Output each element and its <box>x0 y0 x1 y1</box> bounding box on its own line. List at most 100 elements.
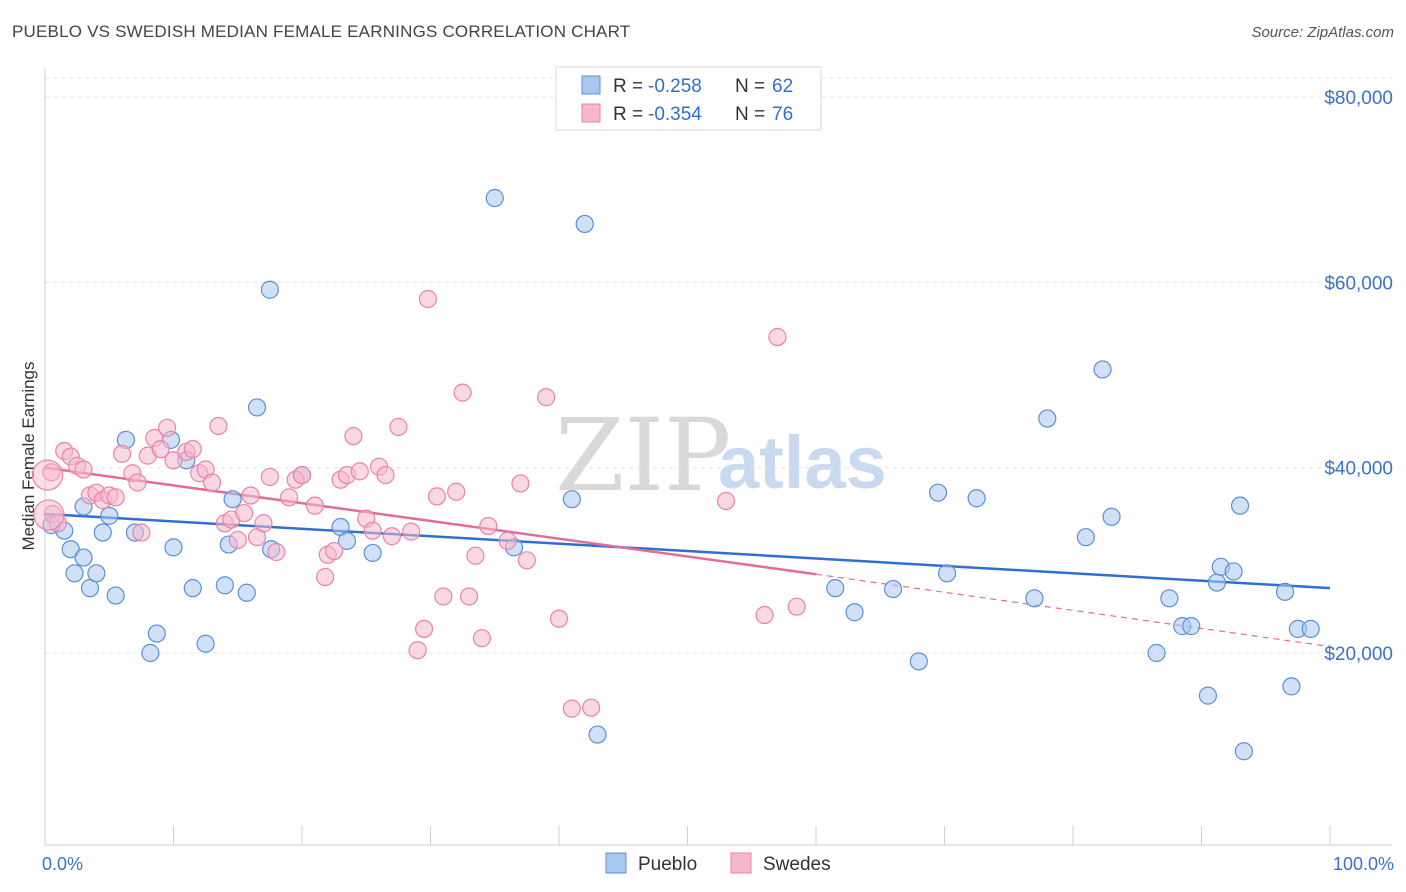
pueblo-point <box>1207 573 1227 592</box>
pueblo-point <box>237 583 256 602</box>
x-tick-label-max: 100.0% <box>1333 854 1394 874</box>
pueblo-point <box>1093 360 1112 379</box>
pueblo-point <box>1182 617 1201 636</box>
pueblo-point <box>141 643 160 663</box>
pueblo-point <box>967 489 986 508</box>
swedes-point <box>183 440 202 459</box>
swedes-point <box>42 463 61 482</box>
bottom-legend-label: Pueblo <box>638 854 697 875</box>
pueblo-point <box>363 543 382 563</box>
swedes-point <box>132 523 151 542</box>
y-tick-label: $60,000 <box>1324 273 1393 294</box>
swedes-point <box>241 486 260 505</box>
swedes-point <box>106 488 125 507</box>
bottom-legend-swatch <box>605 852 627 874</box>
pueblo-point <box>928 483 948 502</box>
swedes-point <box>755 605 774 625</box>
swedes-point <box>376 465 395 485</box>
swedes-point <box>479 516 498 536</box>
legend-n-label: N = <box>735 76 765 97</box>
swedes-point <box>414 619 434 639</box>
pueblo-point <box>1275 582 1295 601</box>
swedes-point <box>202 473 222 492</box>
pueblo-point <box>1076 528 1095 547</box>
swedes-point <box>582 698 601 717</box>
pueblo-point <box>1147 643 1166 663</box>
swedes-point <box>517 551 536 570</box>
pueblo-point <box>1198 686 1218 705</box>
pueblo-point <box>215 576 234 595</box>
pueblo-point <box>65 564 84 583</box>
pueblo-point <box>260 280 279 299</box>
swedes-point <box>157 418 177 437</box>
swedes-point <box>254 514 273 533</box>
legend-n-value: 62 <box>772 76 793 97</box>
swedes-point <box>453 383 472 402</box>
bottom-legend-swatch <box>730 852 752 874</box>
pueblo-point <box>183 579 202 598</box>
pueblo-point <box>147 624 166 643</box>
pueblo-point <box>1025 589 1044 608</box>
swedes-point <box>363 521 382 540</box>
pueblo-point <box>1301 619 1320 639</box>
y-tick-label: $40,000 <box>1324 459 1393 480</box>
swedes-point <box>434 587 453 606</box>
swedes-point <box>498 531 517 550</box>
swedes-point <box>305 496 324 515</box>
pueblo-point <box>106 586 125 605</box>
swedes-point <box>228 530 247 550</box>
pueblo-point <box>588 725 607 744</box>
legend-swatch <box>581 103 601 123</box>
watermark-atlas: atlas <box>718 421 887 504</box>
swedes-point <box>459 587 479 606</box>
swedes-point <box>151 440 170 459</box>
pueblo-point <box>1224 562 1243 581</box>
pueblo-point <box>196 634 215 653</box>
pueblo-point <box>485 188 504 208</box>
swedes-point <box>511 474 530 493</box>
swedes-point <box>325 541 344 561</box>
y-tick-label: $80,000 <box>1324 88 1393 109</box>
legend-r-label: R = <box>613 104 643 125</box>
swedes-point <box>537 388 556 407</box>
swedes-point <box>472 629 491 648</box>
swedes-point <box>316 567 335 587</box>
pueblo-point <box>562 490 581 509</box>
swedes-trend-extension <box>815 573 1331 648</box>
pueblo-point <box>1038 409 1057 428</box>
swedes-point <box>787 597 806 616</box>
pueblo-point <box>883 579 903 599</box>
pueblo-point <box>164 538 183 557</box>
pueblo-point <box>74 548 93 567</box>
swedes-point <box>350 462 369 481</box>
swedes-point <box>716 491 736 511</box>
pueblo-point <box>223 490 242 509</box>
swedes-point <box>562 699 581 718</box>
swedes-point <box>768 327 787 347</box>
swedes-point <box>408 641 427 660</box>
watermark-zip: ZIP <box>555 397 731 514</box>
swedes-point <box>112 444 132 463</box>
swedes-point <box>164 451 183 470</box>
swedes-point <box>447 482 466 501</box>
swedes-point <box>427 487 447 506</box>
pueblo-point <box>826 579 845 598</box>
y-tick-label: $20,000 <box>1324 644 1393 665</box>
pueblo-point <box>1230 496 1250 515</box>
legend-r-value: -0.258 <box>648 76 702 97</box>
swedes-point <box>382 527 402 546</box>
swedes-point <box>402 522 421 541</box>
swedes-point-large <box>31 459 64 491</box>
pueblo-point <box>845 603 864 622</box>
swedes-point <box>260 467 279 487</box>
watermark: ZIP atlas <box>555 397 887 514</box>
swedes-point <box>418 289 438 309</box>
pueblo-point <box>909 652 928 671</box>
swedes-point <box>48 514 67 533</box>
pueblo-point <box>100 506 119 525</box>
pueblo-point <box>87 564 106 583</box>
legend-r-label: R = <box>613 76 643 97</box>
swedes-point <box>389 417 408 436</box>
swedes-point <box>466 546 485 565</box>
swedes-point <box>235 503 254 523</box>
